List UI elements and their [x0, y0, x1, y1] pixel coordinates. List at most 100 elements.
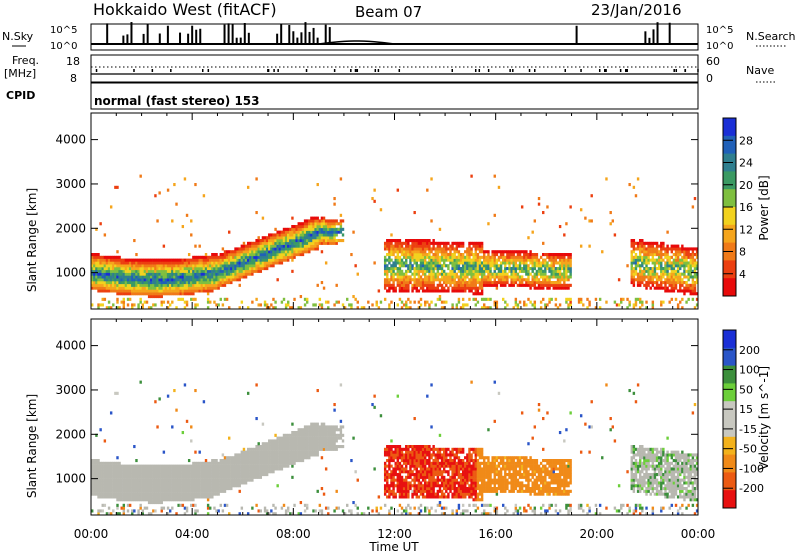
- heatmap-cell: [264, 250, 266, 253]
- heatmap-cell: [152, 287, 154, 290]
- heatmap-cell: [112, 481, 114, 484]
- heatmap-cell: [462, 259, 464, 262]
- heatmap-cell: [196, 270, 198, 273]
- heatmap-cell: [510, 253, 512, 256]
- heatmap-cell: [95, 264, 97, 267]
- heatmap-cell: [435, 275, 437, 278]
- heatmap-cell: [650, 267, 652, 270]
- heatmap-cell: [335, 242, 337, 245]
- heatmap-cell: [489, 275, 491, 278]
- heatmap-cell: [555, 298, 557, 301]
- nave-label: Nave: [746, 64, 774, 77]
- heatmap-cell: [462, 261, 464, 264]
- heatmap-cell: [239, 247, 241, 250]
- heatmap-cell: [639, 259, 641, 262]
- heatmap-cell: [445, 259, 447, 262]
- heatmap-cell: [428, 303, 430, 306]
- heatmap-cell: [652, 267, 654, 270]
- heatmap-cell: [173, 259, 175, 262]
- heatmap-cell: [146, 481, 148, 484]
- heatmap-cell: [232, 267, 234, 270]
- heatmap-cell: [236, 267, 238, 270]
- heatmap-cell: [295, 242, 297, 245]
- heatmap-cell: [158, 259, 160, 262]
- heatmap-cell: [190, 498, 192, 501]
- heatmap-cell: [188, 479, 190, 482]
- heatmap-cell: [203, 284, 205, 287]
- heatmap-cell: [222, 284, 224, 287]
- heatmap-cell: [173, 289, 175, 292]
- heatmap-cell: [677, 289, 679, 292]
- heatmap-cell: [137, 270, 139, 273]
- heatmap-cell: [264, 261, 266, 264]
- heatmap-cell: [180, 481, 182, 484]
- heatmap-cell: [418, 242, 420, 245]
- heatmap-cell: [203, 259, 205, 262]
- heatmap-cell: [249, 245, 251, 248]
- heatmap-cell: [677, 253, 679, 256]
- heatmap-cell: [426, 242, 428, 245]
- heatmap-cell: [102, 493, 104, 496]
- heatmap-cell: [559, 225, 561, 228]
- heatmap-cell: [201, 273, 203, 276]
- heatmap-cell: [203, 281, 205, 284]
- heatmap-cell: [203, 481, 205, 484]
- heatmap-cell: [222, 473, 224, 476]
- heatmap-cell: [439, 298, 441, 301]
- heatmap-cell: [108, 484, 110, 487]
- heatmap-cell: [260, 239, 262, 242]
- heatmap-cell: [247, 253, 249, 256]
- heatmap-cell: [222, 470, 224, 473]
- heatmap-cell: [268, 242, 270, 245]
- heatmap-cell: [274, 451, 276, 454]
- heatmap-cell: [323, 242, 325, 245]
- heatmap-cell: [513, 278, 515, 281]
- heatmap-cell: [555, 281, 557, 284]
- heatmap-cell: [99, 467, 101, 470]
- heatmap-cell: [213, 259, 215, 262]
- heatmap-cell: [407, 242, 409, 245]
- heatmap-cell: [158, 273, 160, 276]
- heatmap-cell: [264, 448, 266, 451]
- heatmap-cell: [416, 245, 418, 248]
- heatmap-cell: [314, 228, 316, 231]
- heatmap-cell: [409, 301, 411, 304]
- heatmap-cell: [650, 247, 652, 250]
- heatmap-cell: [125, 287, 127, 290]
- heatmap-cell: [428, 256, 430, 259]
- heatmap-cell: [483, 256, 485, 259]
- heatmap-cell: [416, 287, 418, 290]
- heatmap-cell: [203, 194, 205, 197]
- heatmap-cell: [561, 256, 563, 259]
- heatmap-cell: [150, 284, 152, 287]
- heatmap-cell: [683, 273, 685, 276]
- heatmap-cell: [513, 259, 515, 262]
- heatmap-cell: [215, 261, 217, 264]
- heatmap-cell: [209, 270, 211, 273]
- heatmap-cell: [447, 278, 449, 281]
- heatmap-cell: [167, 479, 169, 482]
- heatmap-cell: [190, 470, 192, 473]
- heatmap-cell: [635, 247, 637, 250]
- heatmap-cell: [213, 476, 215, 479]
- heatmap-cell: [683, 261, 685, 264]
- heatmap-cell: [426, 267, 428, 270]
- heatmap-cell: [673, 264, 675, 267]
- heatmap-cell: [314, 242, 316, 245]
- heatmap-cell: [295, 245, 297, 248]
- heatmap-cell: [454, 264, 456, 267]
- heatmap-cell: [460, 273, 462, 276]
- heatmap-cell: [397, 253, 399, 256]
- heatmap-cell: [133, 479, 135, 482]
- heatmap-cell: [150, 484, 152, 487]
- heatmap-cell: [306, 231, 308, 234]
- heatmap-cell: [523, 253, 525, 256]
- heatmap-cell: [186, 490, 188, 493]
- heatmap-cell: [142, 292, 144, 295]
- heatmap-cell: [472, 259, 474, 262]
- heatmap-cell: [329, 219, 331, 222]
- heatmap-cell: [647, 284, 649, 287]
- heatmap-cell: [435, 250, 437, 253]
- heatmap-cell: [272, 247, 274, 250]
- heatmap-cell: [633, 267, 635, 270]
